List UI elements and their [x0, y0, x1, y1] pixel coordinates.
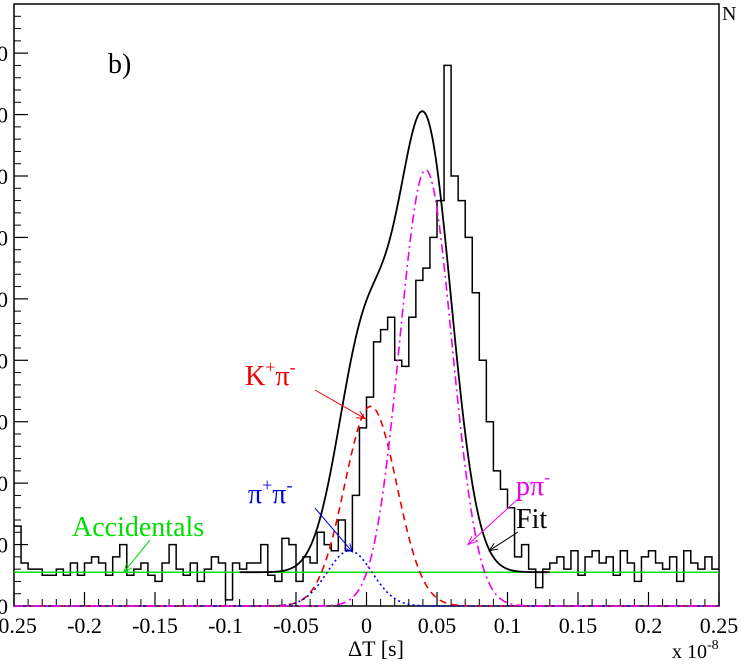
label-fit: Fit [516, 504, 547, 535]
arrow-pi-pi [314, 507, 353, 553]
x-tick-label: 0.05 [418, 613, 457, 638]
x-tick-label: -0.25 [0, 613, 37, 638]
label-pi-pi: π+π- [248, 475, 292, 510]
curves [14, 64, 719, 607]
arrow-fit-head [488, 542, 499, 552]
x-tick-label: -0.1 [208, 613, 243, 638]
y-tick-label: 40 [0, 348, 8, 373]
y-tick-label: 50 [0, 287, 8, 312]
x-tick-label: -0.05 [273, 613, 319, 638]
label-k-pi: K+π- [245, 357, 296, 392]
arrow-accidentals-head [123, 563, 133, 574]
arrow-k-pi [314, 389, 366, 420]
series-k-pi [14, 405, 719, 607]
y-tick-label: 20 [0, 471, 8, 496]
y-tick-label: 0 [0, 594, 8, 619]
y-tick-label: 60 [0, 225, 8, 250]
panel-label: b) [108, 49, 131, 80]
histogram [14, 64, 719, 601]
arrow-fit [488, 531, 519, 552]
x-tick-label: 0 [361, 613, 372, 638]
x-tick-label: 0.25 [700, 613, 739, 638]
y-axis-label: N [722, 3, 736, 25]
x-axis-label: ΔT [s] [348, 636, 404, 661]
x-tick-labels: -0.25 -0.2 -0.15 -0.1 -0.05 0 0.05 0.1 0.15 0.2 0.… [0, 613, 738, 638]
label-accidentals: Accidentals [72, 512, 204, 543]
x-tick-label: -0.2 [67, 613, 102, 638]
series-fit [239, 110, 550, 574]
arrow-p-pi [467, 498, 519, 545]
x-tick-label: 0.1 [494, 613, 522, 638]
label-p-pi: pπ- [516, 467, 550, 502]
x-tick-label: 0.2 [635, 613, 663, 638]
x-multiplier-exp: -8 [707, 638, 719, 653]
y-tick-labels: 0 10 20 30 40 50 60 70 80 90 [0, 41, 8, 619]
series-p-pi [14, 169, 719, 607]
arrow-p-pi-head [467, 536, 477, 546]
y-tick-label: 90 [0, 41, 8, 66]
y-tick-label: 80 [0, 103, 8, 128]
annotations: Accidentals K+π-π+π-pπ-Fit [72, 357, 550, 574]
y-tick-label: 70 [0, 164, 8, 189]
arrow-k-pi-head [356, 411, 367, 420]
series-pi-pi [14, 549, 719, 607]
x-tick-label: 0.15 [559, 613, 598, 638]
x-multiplier: x 10-8 [672, 638, 719, 663]
arrow-accidentals [123, 539, 151, 573]
arrow-pi-pi-head [344, 543, 354, 553]
y-tick-label: 10 [0, 533, 8, 558]
y-tick-label: 30 [0, 410, 8, 435]
x-tick-label: -0.15 [132, 613, 178, 638]
